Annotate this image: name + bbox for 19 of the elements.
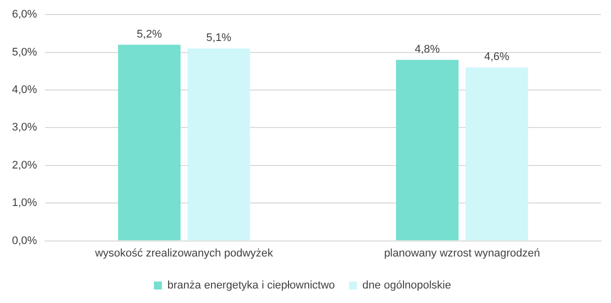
y-tick-label: 6,0%	[12, 8, 38, 21]
y-tick-label: 4,0%	[12, 84, 38, 96]
data-label: 5,1%	[206, 32, 232, 44]
legend-label: dne ogólnopolskie	[362, 280, 452, 292]
bar	[118, 44, 181, 240]
x-tick-label: planowany wzrost wynagrodzeń	[384, 247, 540, 260]
y-tick-label: 3,0%	[12, 122, 38, 134]
data-label: 5,2%	[136, 28, 162, 40]
y-tick-label: 0,0%	[12, 234, 38, 247]
bar	[396, 60, 459, 240]
data-label: 4,8%	[414, 43, 440, 56]
legend-label: branża energetyka i ciepłownictwo	[167, 280, 335, 292]
y-tick-label: 5,0%	[12, 46, 38, 58]
bar	[465, 67, 528, 240]
y-tick-label: 1,0%	[12, 197, 38, 210]
data-label: 4,6%	[484, 50, 510, 63]
y-tick-label: 2,0%	[12, 159, 38, 172]
x-tick-label: wysokość zrealizowanych podwyżek	[94, 247, 274, 260]
bar	[188, 48, 250, 240]
